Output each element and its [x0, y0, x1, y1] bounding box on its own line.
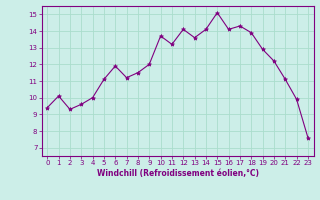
X-axis label: Windchill (Refroidissement éolien,°C): Windchill (Refroidissement éolien,°C) [97, 169, 259, 178]
